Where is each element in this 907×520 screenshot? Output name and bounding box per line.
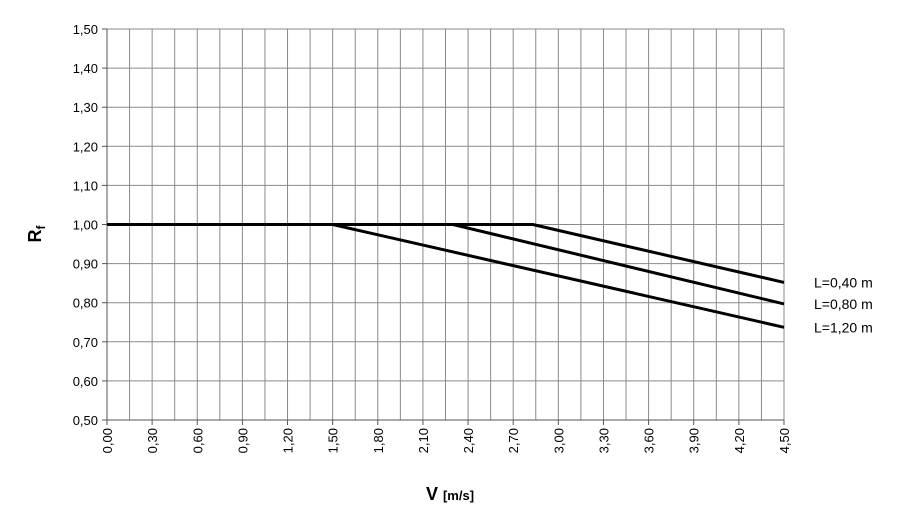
y-tick-label: 1,20 (73, 139, 98, 154)
x-tick-label: 0,90 (235, 428, 250, 453)
x-tick-label: 0,00 (100, 428, 115, 453)
legend-label: L=0,40 m (814, 274, 873, 290)
y-axis-label: Rf (25, 225, 48, 243)
y-tick-label: 0,70 (73, 335, 98, 350)
x-tick-label: 1,20 (281, 428, 296, 453)
legend-label: L=1,20 m (814, 319, 873, 335)
x-tick-label: 3,30 (596, 428, 611, 453)
y-tick-label: 0,50 (73, 413, 98, 428)
y-tick-label: 0,80 (73, 296, 98, 311)
x-tick-label: 0,30 (145, 428, 160, 453)
y-axis-label-main: R (25, 230, 45, 243)
x-axis-label-main: V (426, 484, 438, 504)
x-tick-label: 3,60 (642, 428, 657, 453)
x-tick-label: 0,60 (190, 428, 205, 453)
y-tick-label: 1,50 (73, 22, 98, 37)
y-tick-label: 1,40 (73, 61, 98, 76)
x-tick-label: 3,00 (551, 428, 566, 453)
y-tick-label: 0,90 (73, 257, 98, 272)
x-tick-label: 2,40 (461, 428, 476, 453)
x-tick-label: 3,90 (687, 428, 702, 453)
series-line (107, 223, 785, 329)
legend-label: L=0,80 m (814, 296, 873, 312)
y-tick-label: 1,10 (73, 178, 98, 193)
y-tick-label: 1,30 (73, 100, 98, 115)
legend: L=0,40 m L=0,80 m L=1,20 m (814, 274, 873, 335)
x-tick-label: 4,20 (732, 428, 747, 453)
x-tick-labels: 0,00 0,30 0,60 0,90 1,20 1,50 1,80 2,10 2,40 2,70… (100, 420, 792, 453)
x-tick-label: 2,10 (416, 428, 431, 453)
y-axis-label-sub: f (34, 225, 48, 230)
x-tick-label: 1,80 (371, 428, 386, 453)
x-tick-label: 2,70 (506, 428, 521, 453)
y-tick-label: 0,60 (73, 374, 98, 389)
x-axis-label: V [m/s] (426, 484, 474, 504)
x-tick-label: 4,50 (777, 428, 792, 453)
x-tick-label: 1,50 (326, 428, 341, 453)
y-tick-label: 1,00 (73, 218, 98, 233)
series-lines (107, 223, 785, 329)
x-axis-label-unit: [m/s] (443, 488, 474, 503)
y-tick-labels: 0,50 0,60 0,70 0,80 0,90 1,00 1,10 1,20 1,30 1,40… (73, 22, 107, 428)
